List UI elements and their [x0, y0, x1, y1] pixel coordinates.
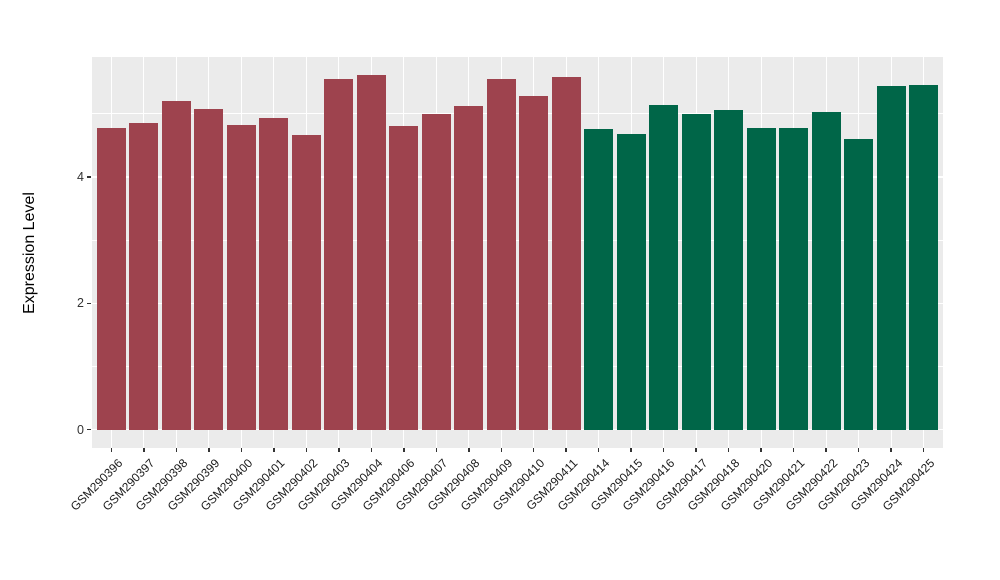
x-tick-mark-GSM290415 — [630, 448, 632, 452]
bar-GSM290425 — [909, 84, 939, 430]
x-tick-mark-GSM290425 — [922, 448, 925, 452]
x-tick-mark-GSM290401 — [273, 448, 275, 452]
y-tick-label-4: 4 — [77, 170, 84, 185]
x-tick-mark-GSM290411 — [565, 448, 567, 452]
y-tick-mark-4 — [87, 176, 91, 178]
bar-GSM290422 — [811, 111, 841, 430]
gridline-minor-y1 — [92, 366, 943, 367]
bar-GSM290408 — [454, 106, 484, 430]
x-tick-mark-GSM290416 — [662, 448, 665, 452]
bar-GSM290410 — [519, 96, 549, 430]
x-tick-mark-GSM290400 — [240, 448, 243, 452]
gridline-minor-y5 — [92, 113, 943, 115]
bar-GSM290401 — [259, 118, 289, 430]
x-tick-mark-GSM290422 — [825, 448, 827, 452]
gridline-major-y4 — [92, 176, 943, 178]
x-tick-mark-GSM290402 — [305, 448, 308, 452]
x-tick-mark-GSM290404 — [370, 448, 373, 452]
bar-GSM290415 — [616, 134, 646, 430]
x-tick-mark-GSM290423 — [857, 448, 860, 452]
x-tick-mark-GSM290418 — [727, 448, 730, 452]
bar-GSM290403 — [324, 79, 354, 430]
bar-GSM290424 — [876, 86, 906, 430]
x-tick-mark-GSM290397 — [143, 448, 145, 452]
x-tick-mark-GSM290398 — [175, 448, 178, 452]
x-tick-mark-GSM290396 — [110, 448, 113, 452]
gridline-minor-y3 — [92, 239, 943, 241]
bar-GSM290411 — [551, 77, 581, 430]
bar-GSM290414 — [584, 129, 614, 430]
bar-GSM290417 — [681, 113, 711, 430]
gridline-major-y2 — [92, 302, 943, 305]
plot-panel — [92, 57, 943, 448]
bar-GSM290418 — [714, 110, 744, 430]
bar-GSM290420 — [746, 127, 776, 430]
bar-GSM290406 — [389, 126, 419, 430]
bar-GSM290404 — [356, 74, 386, 430]
x-tick-mark-GSM290420 — [760, 448, 762, 452]
x-tick-mark-GSM290403 — [338, 448, 340, 452]
bar-GSM290398 — [161, 100, 191, 430]
x-tick-mark-GSM290407 — [435, 448, 437, 452]
bar-GSM290396 — [96, 128, 126, 430]
y-tick-label-0: 0 — [77, 422, 84, 437]
x-tick-mark-GSM290421 — [792, 448, 795, 452]
bar-GSM290409 — [486, 79, 516, 430]
bar-GSM290402 — [291, 135, 321, 430]
x-tick-mark-GSM290399 — [208, 448, 210, 452]
bar-GSM290400 — [226, 125, 256, 430]
y-tick-mark-2 — [87, 302, 91, 305]
bar-GSM290421 — [779, 127, 809, 430]
x-tick-mark-GSM290409 — [500, 448, 502, 452]
x-tick-mark-GSM290406 — [403, 448, 405, 452]
bar-GSM290397 — [129, 123, 159, 430]
x-tick-mark-GSM290408 — [468, 448, 470, 452]
x-tick-mark-GSM290410 — [532, 448, 535, 452]
bar-GSM290399 — [194, 109, 224, 430]
y-tick-label-2: 2 — [77, 296, 84, 311]
x-tick-mark-GSM290424 — [890, 448, 892, 452]
x-tick-mark-GSM290417 — [695, 448, 697, 452]
bar-GSM290407 — [421, 113, 451, 430]
bar-GSM290416 — [649, 105, 679, 430]
bar-GSM290423 — [844, 139, 874, 430]
gridline-major-y0 — [92, 428, 943, 431]
y-tick-mark-0 — [87, 428, 91, 431]
x-tick-mark-GSM290414 — [597, 448, 600, 452]
y-axis-title: Expression Level — [21, 192, 38, 314]
